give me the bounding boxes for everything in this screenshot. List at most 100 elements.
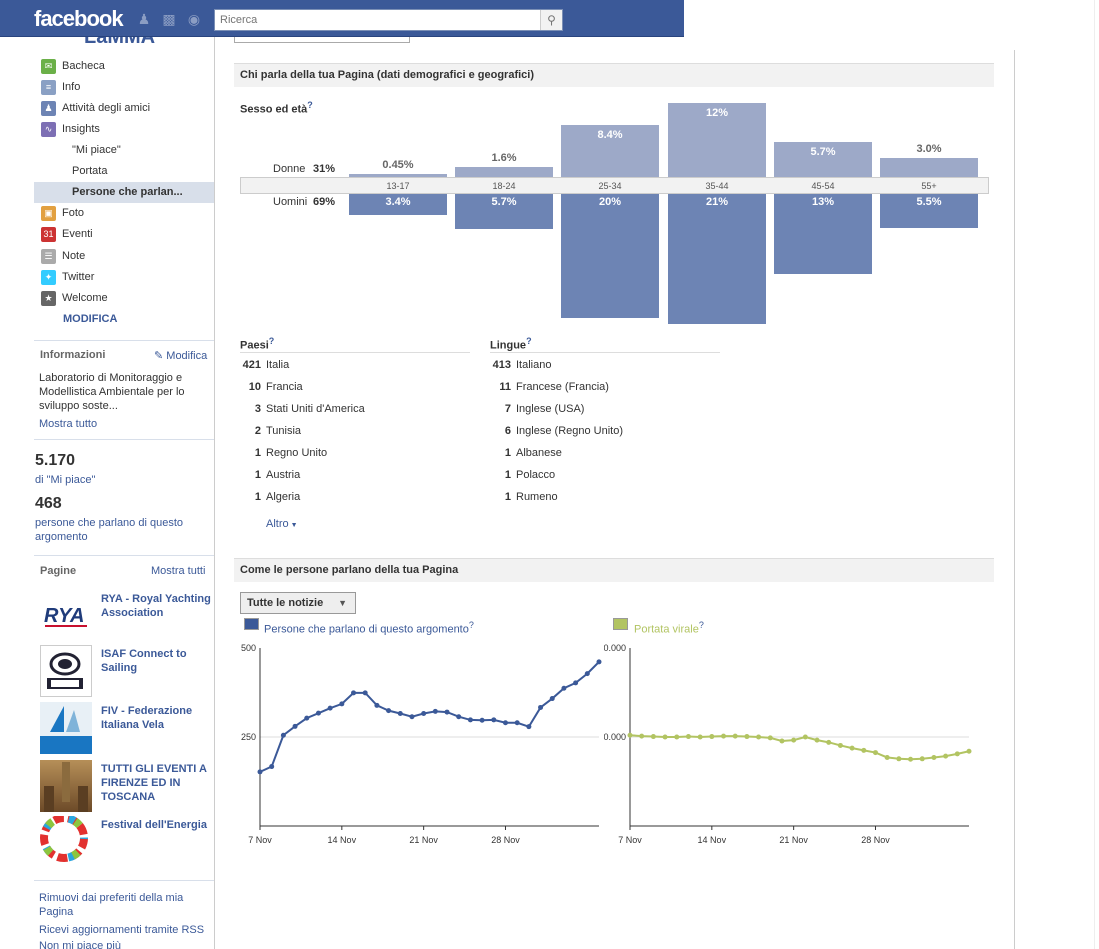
sidebar-item-5[interactable]: "Mi piace" [34,140,214,161]
help-icon[interactable]: ? [526,336,532,346]
sidebar-item-6[interactable]: Portata [34,161,214,182]
men-value-label: 3.4% [385,196,411,208]
sidebar-item-12[interactable]: ★ Welcome [34,288,214,309]
row-name: Albanese [516,447,562,459]
sidebar-item-1[interactable]: ✉ Bacheca [34,56,214,77]
help-icon[interactable]: ? [307,100,313,110]
age-group-label: 45-54 [811,181,835,191]
men-value-label: 20% [598,196,622,208]
data-point [849,745,855,751]
sidebar-item-2[interactable]: ≡ Info [34,77,214,98]
viral-reach-line-chart: 20.000 10.000 7 Nov 14 Nov 21 Nov 28 Nov [604,643,972,845]
data-point [409,714,415,720]
data-point [362,690,368,696]
men-value-label: 21% [705,196,729,208]
show-all-pages-link[interactable]: Mostra tutti [151,565,206,577]
viral-legend-swatch [613,618,628,630]
story-filter-select[interactable]: Tutte le notizie ▼ [240,592,356,614]
edit-info-link[interactable]: ✎ Modifica [154,350,208,362]
men-value-label: 5.5% [916,196,942,208]
insights-icon: ∿ [41,122,56,137]
sidebar-item-8[interactable]: ▣ Foto [34,203,214,224]
women-bar [349,174,447,177]
row-count: 2 [254,425,261,437]
row-name: Inglese (USA) [516,403,585,415]
sidebar-item-label: Foto [62,207,85,219]
y-tick-label: 250 [241,732,256,742]
more-countries-link[interactable]: Altro ▼ [266,518,298,530]
sidebar-item-11[interactable]: ✦ Twitter [34,267,214,288]
data-point [526,724,532,730]
data-point [584,671,590,677]
friend-requests-icon[interactable]: ♟ [137,11,151,27]
row-count: 11 [499,381,511,393]
age-group-label: 55+ [921,181,937,191]
row-name: Francia [266,381,303,393]
men-value-label: 13% [811,196,835,208]
data-point [697,734,703,740]
women-bar [880,158,978,177]
unlike-link[interactable]: Non mi piace più [39,940,121,949]
sidebar-item-7[interactable]: Persone che parlan... [34,182,214,203]
series-line [259,661,600,773]
date-range-control[interactable] [234,37,410,43]
liked-page-fiv[interactable]: FIV - Federazione Italiana Vela [40,702,214,754]
data-point [467,717,473,723]
viral-legend-label[interactable]: Portata virale? [634,620,704,636]
liked-page-rya[interactable]: RYA RYA - Royal Yachting Association [40,590,214,642]
talking-legend-label[interactable]: Persone che parlano di questo argomento? [264,620,474,636]
page-name[interactable]: TUTTI GLI EVENTI A FIRENZE ED IN TOSCANA [101,763,207,803]
remove-favorite-link[interactable]: Rimuovi dai preferiti della mia Pagina [39,892,184,918]
sidebar-item-label: Insights [62,123,100,135]
search-input[interactable] [215,10,540,30]
data-point [756,734,762,740]
x-tick-label: 28 Nov [491,835,520,845]
talking-legend-swatch [244,618,259,630]
help-icon[interactable]: ? [268,336,275,346]
edit-nav-link[interactable]: MODIFICA [63,313,118,325]
show-all-info-link[interactable]: Mostra tutto [39,418,98,430]
age-axis-strip [240,177,989,194]
data-point [397,711,403,717]
age-group-label: 13-17 [386,181,410,191]
sidebar-item-label: Persone che parlan... [72,186,183,198]
data-point [685,734,691,740]
calendar-icon: 31 [41,227,56,242]
likes-count: 5.170 [35,452,76,469]
sidebar-item-4[interactable]: ∿ Insights [34,119,214,140]
sidebar-item-10[interactable]: ☰ Note [34,246,214,267]
messages-icon[interactable]: ▩ [162,11,176,27]
divider [34,555,214,556]
page-name[interactable]: FIV - Federazione Italiana Vela [101,705,193,731]
talking-label[interactable]: persone che parlano di questo argomento [35,517,183,543]
sidebar-item-3[interactable]: ♟ Attività degli amici [34,98,214,119]
data-point [491,717,497,723]
sidebar-item-9[interactable]: 31 Eventi [34,224,214,245]
facebook-logo[interactable]: facebook [34,6,124,31]
liked-page-isaf[interactable]: ISAF Connect to Sailing [40,645,214,697]
info-title: Informazioni [40,349,106,361]
data-point [479,717,485,723]
men-bar [880,194,978,229]
row-name: Tunisia [266,425,302,437]
liked-page-festival[interactable]: Festival dell'Energia [40,816,214,868]
women-bar [668,102,766,177]
page-name[interactable]: RYA - Royal Yachting Association [101,593,211,619]
languages-title: Lingue? [490,336,532,352]
notifications-icon[interactable]: ◉ [187,11,201,27]
row-name: Polacco [516,469,556,481]
isaf-logo [40,645,92,697]
men-label: Uomini [273,196,308,208]
page-name[interactable]: ISAF Connect to Sailing [101,648,187,674]
liked-page-firenze[interactable]: TUTTI GLI EVENTI A FIRENZE ED IN TOSCANA [40,760,214,812]
likes-label[interactable]: di "Mi piace" [35,474,96,486]
age-group-label: 18-24 [492,181,516,191]
search-box: ⚲ [214,9,563,31]
search-icon[interactable]: ⚲ [540,10,562,30]
women-label: Donne [273,163,306,175]
data-point [304,715,310,721]
row-count: 10 [248,381,261,393]
sidebar-item-label: "Mi piace" [72,144,121,156]
rss-link[interactable]: Ricevi aggiornamenti tramite RSS [39,924,205,936]
page-name[interactable]: Festival dell'Energia [101,819,207,831]
